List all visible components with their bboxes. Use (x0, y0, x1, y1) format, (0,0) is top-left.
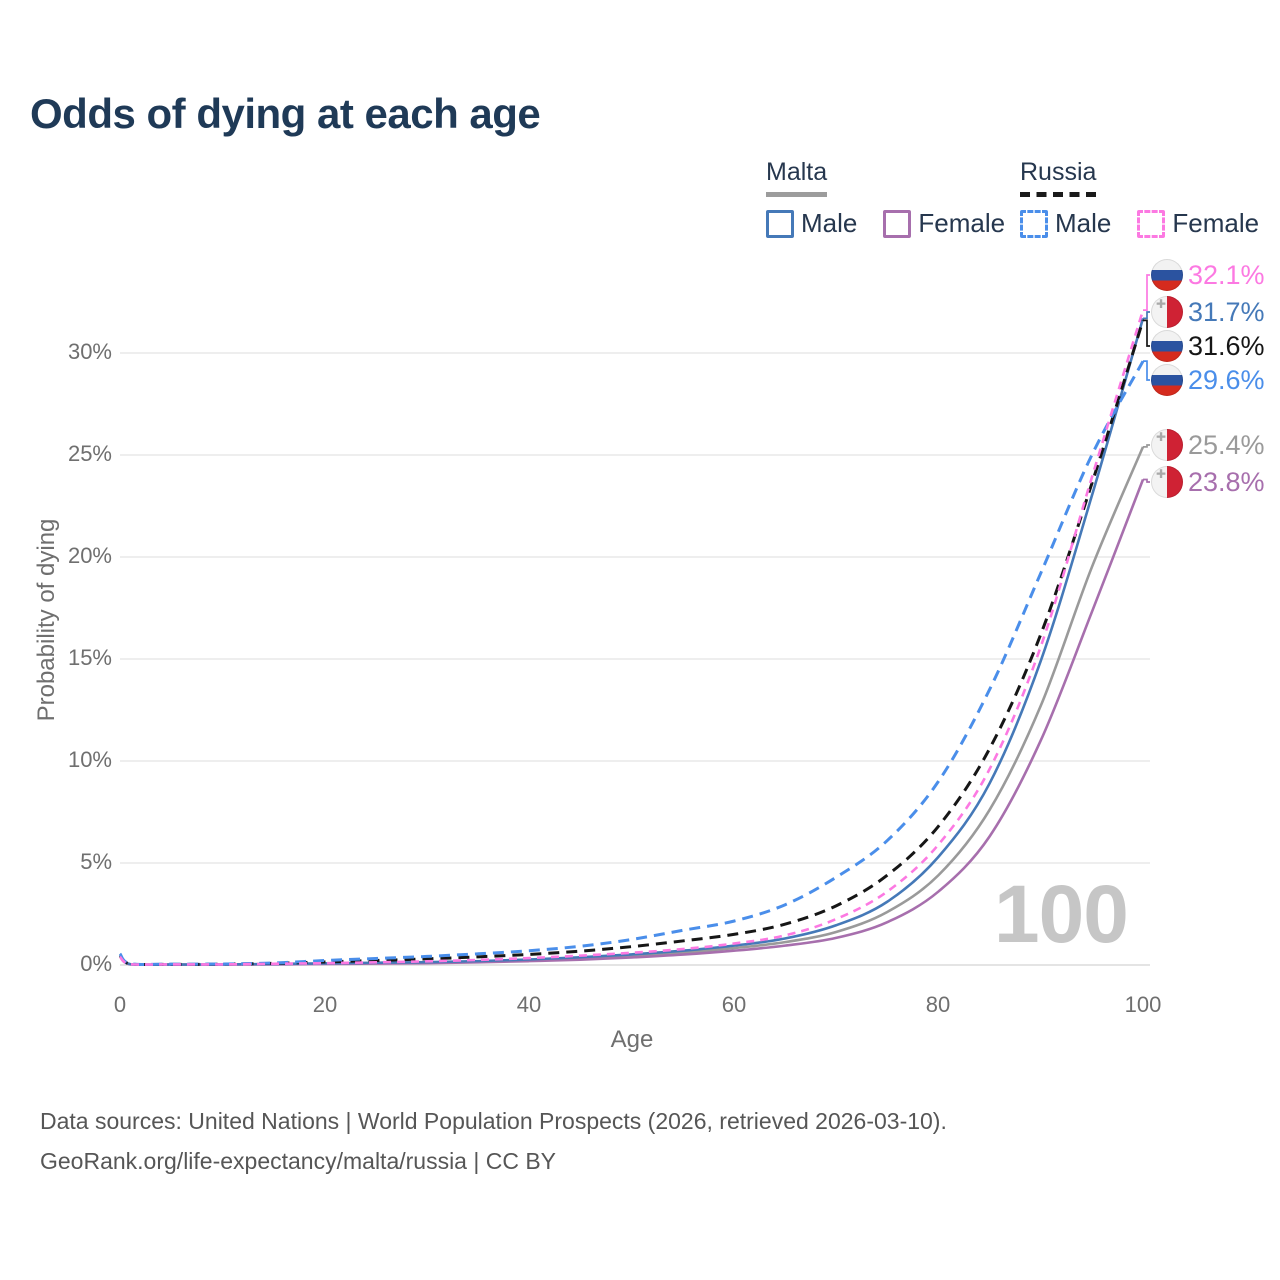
end-value-label: 29.6% (1188, 365, 1265, 395)
legend-items-malta: Male Female (766, 208, 1005, 239)
end-value-label: 31.6% (1188, 331, 1265, 361)
malta-flag-icon: ✚ (1151, 429, 1183, 461)
malta-flag-icon: ✚ (1151, 466, 1183, 498)
footer-license-line: GeoRank.org/life-expectancy/malta/russia… (40, 1148, 557, 1174)
footer-source-line: Data sources: United Nations | World Pop… (40, 1108, 947, 1134)
legend-item-malta-female[interactable]: Female (883, 208, 1005, 239)
page-title: Odds of dying at each age (30, 90, 541, 137)
y-tick-label: 5% (80, 849, 112, 874)
russia-flag-icon (1151, 364, 1183, 396)
legend-item-malta-male[interactable]: Male (766, 208, 857, 239)
x-tick-label: 80 (925, 992, 951, 1017)
end-value-label: 23.8% (1188, 467, 1265, 497)
legend-item-label: Male (801, 208, 858, 238)
checkbox-icon (766, 209, 794, 238)
y-tick-label: 20% (67, 543, 112, 568)
legend-item-russia-male[interactable]: Male (1020, 208, 1111, 239)
end-value-label: 31.7% (1188, 297, 1265, 327)
malta-flag-icon: ✚ (1151, 296, 1183, 328)
legend-group-russia: Russia Male Female (1020, 158, 1259, 239)
end-value-label: 32.1% (1188, 260, 1265, 290)
malta-cross-icon: ✚ (1156, 430, 1167, 444)
y-tick-label: 10% (67, 747, 112, 772)
x-tick-label: 40 (516, 992, 542, 1017)
legend-item-russia-female[interactable]: Female (1137, 208, 1259, 239)
checkbox-icon (1137, 209, 1166, 238)
y-tick-label: 0% (80, 951, 112, 976)
legend-title-russia: Russia (1020, 158, 1097, 197)
checkbox-icon (1020, 209, 1048, 238)
x-axis-title: Age (610, 1026, 654, 1053)
legend-items-russia: Male Female (1020, 208, 1259, 239)
malta-cross-icon: ✚ (1156, 297, 1167, 311)
checkbox-icon (883, 209, 912, 238)
legend-group-malta: Malta Male Female (766, 158, 1005, 239)
x-tick-label: 60 (721, 992, 747, 1017)
legend-item-label: Female (918, 208, 1006, 238)
y-tick-label: 25% (67, 441, 112, 466)
y-axis-title: Probability of dying (33, 518, 60, 722)
end-value-label: 25.4% (1188, 430, 1265, 460)
x-tick-label: 20 (312, 992, 338, 1017)
x-tick-label: 0 (113, 992, 127, 1017)
russia-flag-icon (1151, 259, 1183, 291)
y-tick-label: 30% (67, 339, 112, 364)
x-tick-label: 100 (1124, 992, 1162, 1017)
watermark-age-100: 100 (994, 869, 1129, 960)
legend-title-malta: Malta (766, 158, 828, 197)
russia-flag-icon (1151, 330, 1183, 362)
y-tick-label: 15% (67, 645, 112, 670)
malta-cross-icon: ✚ (1156, 467, 1167, 481)
legend-item-label: Male (1055, 208, 1112, 238)
legend-item-label: Female (1172, 208, 1260, 238)
